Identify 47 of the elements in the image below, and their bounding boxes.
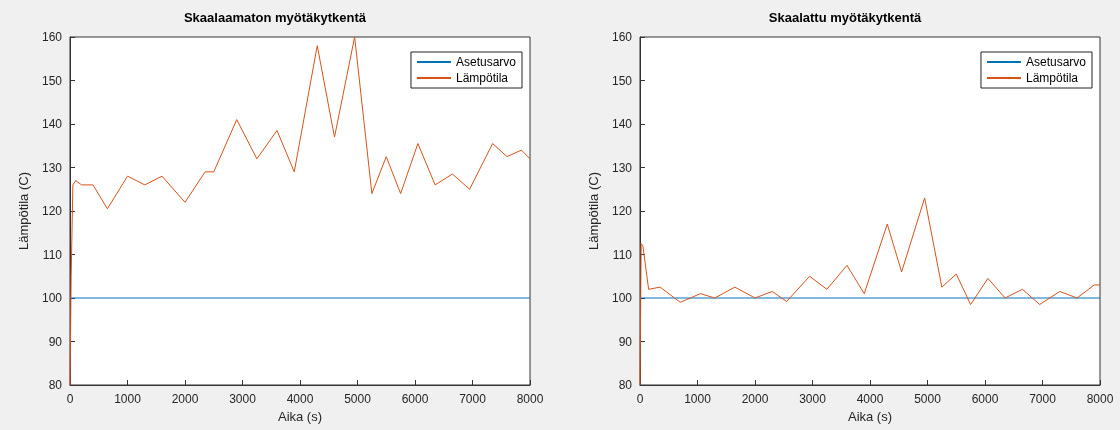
chart-title: Skaalaamaton myötäkytkentä — [183, 10, 367, 25]
y-tick-label: 110 — [612, 247, 633, 262]
x-tick-label: 2000 — [171, 392, 199, 406]
legend-label: Lämpötila — [1025, 71, 1079, 85]
x-tick-label: 6000 — [401, 392, 429, 406]
x-tick-label: 5000 — [914, 392, 942, 406]
legend-label: Asetusarvo — [1025, 55, 1087, 69]
x-tick-label: 1000 — [114, 392, 142, 406]
y-tick-label: 140 — [611, 117, 633, 131]
y-tick-label: 130 — [41, 160, 63, 175]
y-tick-label: 80 — [48, 378, 63, 392]
x-tick-label: 0 — [66, 392, 74, 406]
chart-title: Skaalattu myötäkytkentä — [768, 10, 922, 25]
x-tick-label: 4000 — [856, 392, 884, 406]
x-tick-label: 5000 — [344, 392, 372, 406]
y-tick-label: 120 — [611, 204, 633, 218]
legend-label: Lämpötila — [455, 71, 509, 85]
y-tick-label: 140 — [41, 117, 63, 131]
x-tick-label: 3000 — [799, 392, 827, 406]
y-axis-title: Lämpötila (C) — [16, 171, 31, 251]
x-tick-label: 7000 — [459, 392, 487, 406]
line-series — [69, 36, 531, 386]
y-tick-label: 100 — [41, 291, 63, 305]
y-tick-label: 130 — [611, 160, 633, 175]
x-axis-title: Aika (s) — [847, 408, 893, 424]
y-tick-label: 110 — [42, 247, 63, 262]
y-tick-label: 120 — [41, 204, 63, 218]
legend-label: Asetusarvo — [455, 55, 517, 69]
x-tick-label: 8000 — [1086, 392, 1114, 406]
x-tick-label: 3000 — [229, 392, 257, 406]
y-tick-label: 90 — [48, 334, 63, 349]
y-tick-label: 150 — [611, 73, 633, 88]
y-axis-title: Lämpötila (C) — [586, 171, 601, 251]
y-tick-label: 90 — [618, 334, 633, 349]
y-tick-label: 100 — [611, 291, 633, 305]
y-tick-label: 160 — [611, 30, 633, 44]
y-tick-label: 80 — [618, 378, 633, 392]
x-tick-label: 2000 — [741, 392, 769, 406]
x-tick-label: 4000 — [286, 392, 314, 406]
x-axis-title: Aika (s) — [277, 408, 323, 424]
x-tick-label: 7000 — [1029, 392, 1057, 406]
x-tick-label: 1000 — [684, 392, 712, 406]
y-tick-label: 150 — [41, 73, 63, 88]
x-tick-label: 8000 — [516, 392, 544, 406]
y-tick-label: 160 — [41, 30, 63, 44]
x-tick-label: 0 — [636, 392, 644, 406]
x-tick-label: 6000 — [971, 392, 999, 406]
